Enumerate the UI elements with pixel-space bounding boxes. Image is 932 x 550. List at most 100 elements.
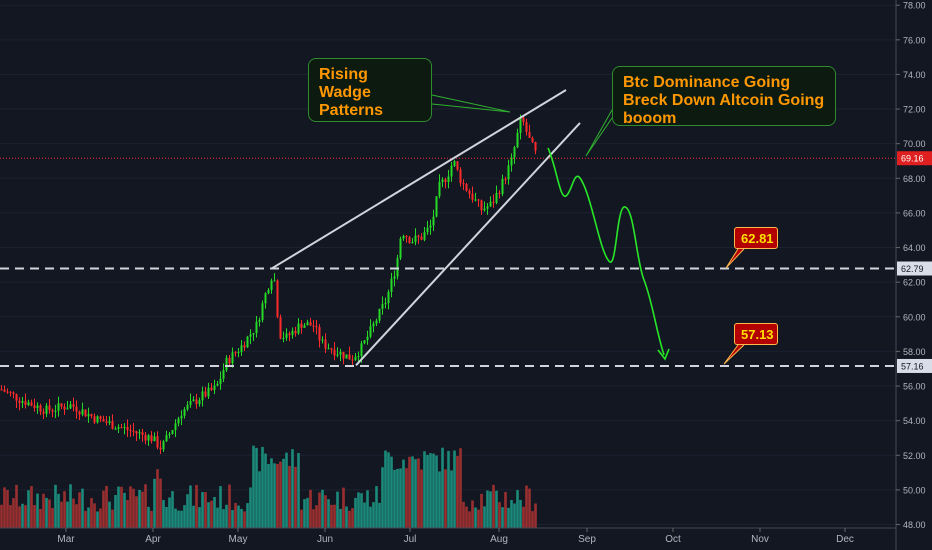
volume-bar	[288, 465, 291, 528]
candle-body	[288, 333, 291, 336]
candle-body	[237, 352, 240, 354]
volume-bar	[522, 506, 525, 528]
y-tick-label: 70.00	[903, 139, 926, 149]
volume-bar	[510, 499, 513, 528]
candle-body	[123, 426, 126, 428]
candle-body	[114, 428, 117, 430]
volume-bar	[96, 511, 99, 528]
candle-body	[348, 354, 351, 360]
volume-bar	[78, 492, 81, 528]
volume-bar	[135, 496, 138, 528]
volume-bar	[423, 451, 426, 528]
volume-bar	[258, 471, 261, 528]
volume-bar	[450, 470, 453, 528]
candle-body	[33, 405, 36, 409]
candle-body	[9, 391, 12, 393]
y-tick-label: 66.00	[903, 208, 926, 218]
volume-bar	[294, 466, 297, 528]
volume-bar	[15, 484, 18, 528]
volume-bar	[435, 455, 438, 528]
candle-body	[141, 432, 144, 435]
candle-body	[69, 404, 72, 409]
candle-body	[132, 430, 135, 432]
candle-body	[45, 405, 48, 414]
candle-body	[498, 192, 501, 194]
candle-body	[174, 423, 177, 431]
candle-body	[381, 304, 384, 309]
volume-bar	[285, 452, 288, 528]
volume-bar	[351, 508, 354, 528]
volume-bar	[3, 487, 6, 528]
volume-bar	[300, 509, 303, 528]
volume-bar	[372, 502, 375, 528]
volume-bar	[291, 449, 294, 528]
forecast-path	[547, 147, 670, 361]
candle-body	[513, 147, 516, 158]
candle-body	[234, 352, 237, 354]
volume-bar	[384, 450, 387, 528]
volume-bar	[309, 489, 312, 528]
volume-bar	[312, 509, 315, 528]
candle-body	[156, 436, 159, 448]
candle-body	[261, 303, 264, 321]
candle-body	[489, 201, 492, 207]
candle-body	[186, 404, 189, 410]
candle-body	[180, 415, 183, 419]
level-label-57: 57.16	[901, 361, 924, 371]
volume-bar	[18, 506, 21, 528]
candle-body	[501, 179, 504, 194]
volume-bar	[333, 504, 336, 528]
candle-body	[159, 447, 162, 450]
x-tick-label: Aug	[490, 534, 508, 545]
volume-bar	[315, 505, 318, 528]
candle-body	[420, 236, 423, 240]
volume-bar	[432, 453, 435, 528]
candle-body	[528, 131, 531, 138]
candle-body	[462, 183, 465, 185]
candle-body	[246, 336, 249, 348]
candle-body	[321, 339, 324, 341]
candle-body	[423, 232, 426, 240]
volume-bar	[378, 502, 381, 528]
candle-body	[273, 280, 276, 282]
x-tick-label: Nov	[751, 534, 769, 545]
volume-bar	[93, 503, 96, 528]
volume-bar	[528, 488, 531, 528]
volume-bar	[150, 510, 153, 528]
volume-bar	[111, 509, 114, 528]
candle-body	[258, 320, 261, 322]
y-tick-label: 78.00	[903, 1, 926, 11]
volume-bar	[129, 486, 132, 528]
candle-body	[507, 165, 510, 180]
volume-bar	[249, 487, 252, 528]
candle-body	[300, 323, 303, 328]
volume-bar	[174, 508, 177, 528]
volume-bar	[132, 488, 135, 528]
candle-body	[444, 179, 447, 183]
volume-bar	[219, 486, 222, 528]
candle-body	[480, 200, 483, 211]
volume-bar	[348, 510, 351, 528]
volume-bar	[153, 478, 156, 528]
volume-bar	[468, 511, 471, 528]
volume-bar	[267, 464, 270, 528]
wedge-note: Rising Wadge Patterns	[308, 58, 432, 122]
volume-bar	[426, 454, 429, 528]
volume-bar	[375, 486, 378, 528]
candle-body	[384, 303, 387, 305]
volume-bar	[387, 452, 390, 528]
x-axis: Mar Apr May Jun Jul Aug Sep Oct Nov Dec	[0, 527, 896, 545]
volume-bar	[483, 506, 486, 528]
volume-bar	[24, 505, 27, 528]
candle-body	[66, 408, 69, 410]
volume-bar	[63, 491, 66, 528]
volume-bar	[123, 492, 126, 528]
candle-body	[144, 434, 147, 441]
candle-body	[255, 321, 258, 334]
volume-bar	[207, 502, 210, 528]
candle-body	[360, 343, 363, 356]
volume-bar	[336, 491, 339, 528]
candle-body	[309, 322, 312, 326]
candle-body	[336, 354, 339, 356]
candle-body	[108, 421, 111, 423]
